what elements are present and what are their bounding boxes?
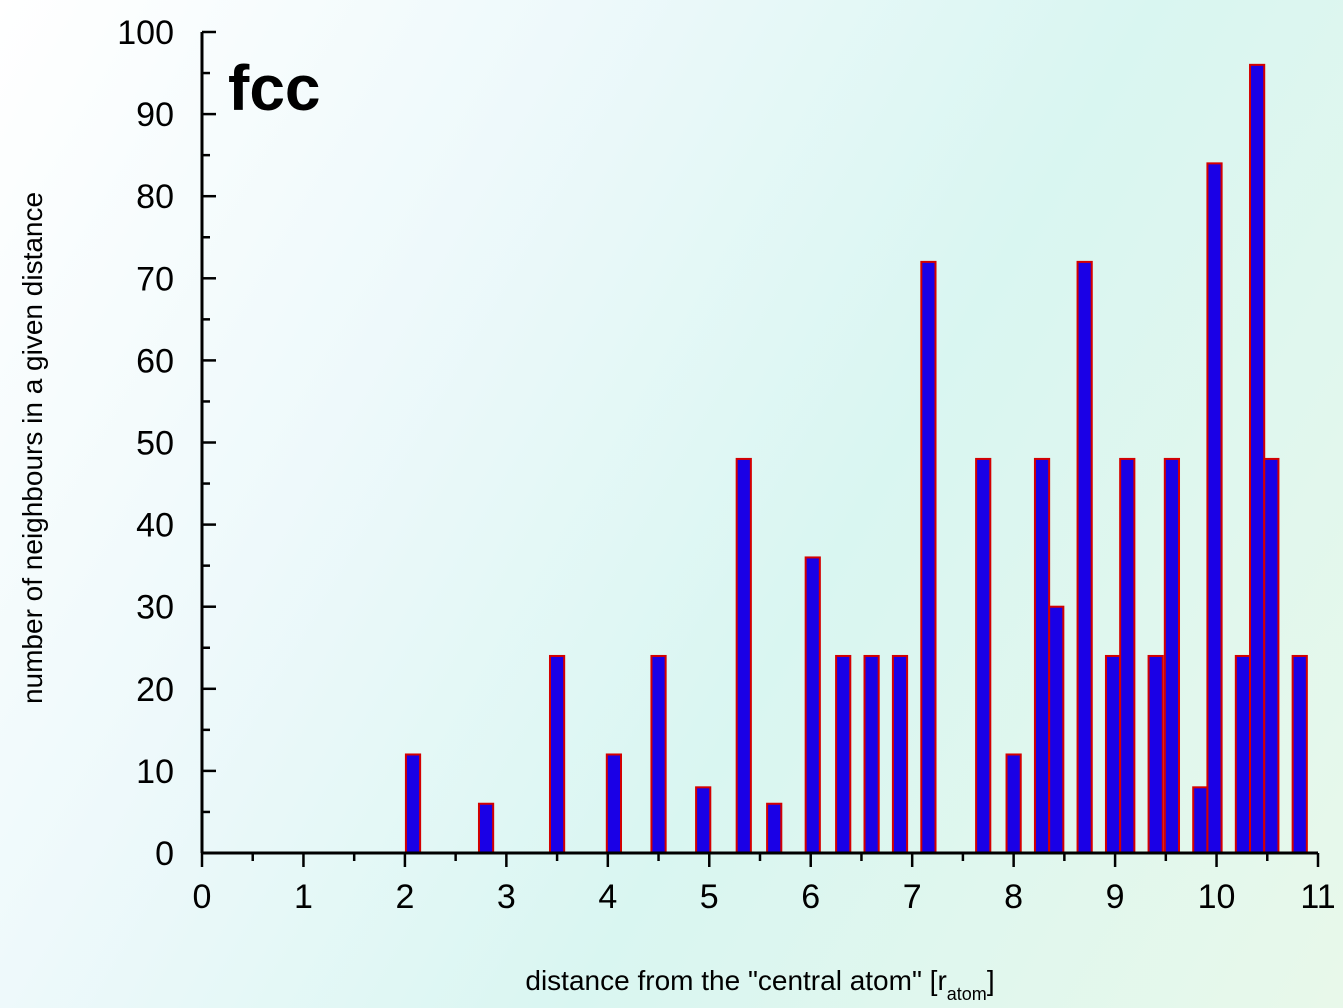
bar [1263,457,1280,854]
x-axis-label-subscript: atom [947,984,987,1004]
bar [404,753,422,854]
bar [920,260,937,854]
bar [835,654,852,855]
bar [605,753,623,854]
y-tick-label: 70 [136,260,174,298]
bar [1249,63,1266,854]
bar [1234,654,1252,855]
x-tick-label: 8 [1004,878,1023,916]
y-tick-label: 30 [136,589,174,627]
bar [1192,786,1209,855]
bar [1163,457,1181,854]
y-tick-label: 40 [136,507,174,545]
y-tick-label: 10 [136,753,174,791]
x-axis-label-end: ] [987,965,995,996]
y-axis-label: number of neighbours in a given distance [17,192,48,704]
bar [477,802,495,854]
y-tick-label: 20 [136,671,174,709]
x-tick-label: 5 [700,878,719,916]
bar [766,802,783,854]
bar [863,654,880,855]
y-tick-label: 90 [136,96,174,134]
bar [1005,753,1022,854]
x-tick-label: 3 [497,878,516,916]
x-tick-label: 2 [395,878,414,916]
x-axis-label: distance from the "central atom" [ratom] [525,965,994,1004]
bar [1033,457,1051,854]
x-tick-label: 1 [294,878,313,916]
y-tick-label: 100 [117,14,174,52]
tick-labels-group: 0 10 20 30 40 50 60 70 80 90 100 0 1 2 3 4 5 6 7 8 9 10 11 [117,14,1335,916]
x-tick-label: 4 [598,878,617,916]
bar [548,654,566,855]
bar [975,457,992,854]
y-tick-label: 60 [136,342,174,380]
bar [1048,605,1065,855]
bar [1206,162,1223,855]
bar [695,786,712,855]
y-tick-label: 80 [136,178,174,216]
bar [650,654,667,855]
bars-group [404,63,1308,855]
bar [804,556,821,854]
x-tick-label: 0 [193,878,212,916]
bar [891,654,909,855]
x-tick-label: 7 [903,878,922,916]
bar [735,457,752,854]
x-axis-label-main: distance from the "central atom" [r [525,965,946,996]
bar [1076,260,1093,854]
chart-annotation: fcc [228,52,321,124]
x-tick-label: 9 [1106,878,1125,916]
y-tick-label: 50 [136,425,174,463]
axes-group [200,30,1320,867]
x-tick-label: 11 [1300,878,1335,916]
x-tick-label: 10 [1198,878,1236,916]
bar [1104,654,1122,855]
bar [1291,654,1308,855]
x-tick-label: 6 [801,878,820,916]
bar [1147,654,1164,855]
bar [1119,457,1136,854]
y-tick-label: 0 [155,835,174,873]
